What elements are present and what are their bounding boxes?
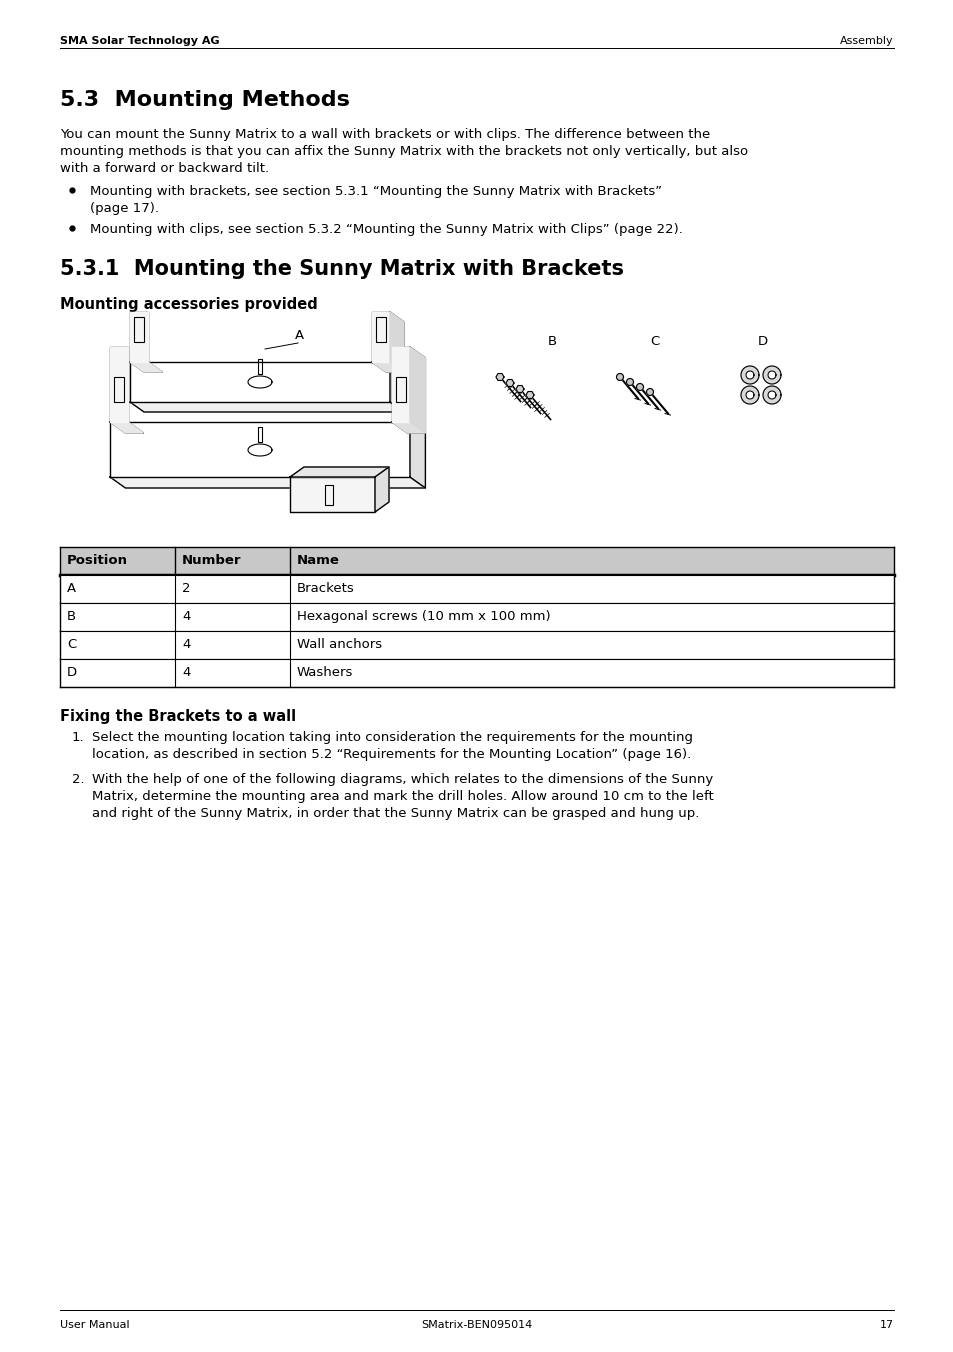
Text: 17: 17 xyxy=(879,1320,893,1330)
Polygon shape xyxy=(130,362,390,402)
Polygon shape xyxy=(110,422,410,477)
Text: B: B xyxy=(547,335,557,347)
Bar xyxy=(60,658,893,687)
Polygon shape xyxy=(110,422,143,433)
Text: Wall anchors: Wall anchors xyxy=(296,638,382,652)
Polygon shape xyxy=(110,347,128,422)
Text: 4: 4 xyxy=(182,638,191,652)
Polygon shape xyxy=(745,391,753,399)
Text: B: B xyxy=(67,610,76,623)
Polygon shape xyxy=(390,312,403,372)
Text: Fixing the Brackets to a wall: Fixing the Brackets to a wall xyxy=(60,708,295,725)
Bar xyxy=(60,575,893,603)
Text: with a forward or backward tilt.: with a forward or backward tilt. xyxy=(60,162,269,174)
Polygon shape xyxy=(390,362,403,412)
Polygon shape xyxy=(740,387,759,404)
Polygon shape xyxy=(616,373,623,380)
Polygon shape xyxy=(130,402,403,412)
Polygon shape xyxy=(110,477,425,488)
Text: location, as described in section 5.2 “Requirements for the Mounting Location” (: location, as described in section 5.2 “R… xyxy=(91,748,691,761)
Bar xyxy=(257,427,262,442)
Polygon shape xyxy=(646,388,653,396)
Text: Washers: Washers xyxy=(296,667,353,679)
Polygon shape xyxy=(626,379,633,385)
Bar xyxy=(60,631,893,658)
Text: SMA Solar Technology AG: SMA Solar Technology AG xyxy=(60,37,219,46)
Polygon shape xyxy=(762,366,781,384)
Text: 4: 4 xyxy=(182,610,191,623)
Text: Select the mounting location taking into consideration the requirements for the : Select the mounting location taking into… xyxy=(91,731,692,744)
Text: 2: 2 xyxy=(182,581,191,595)
Text: Position: Position xyxy=(67,554,128,566)
Text: With the help of one of the following diagrams, which relates to the dimensions : With the help of one of the following di… xyxy=(91,773,713,786)
Text: D: D xyxy=(67,667,77,679)
Polygon shape xyxy=(130,362,162,372)
Polygon shape xyxy=(410,422,425,488)
Text: You can mount the Sunny Matrix to a wall with brackets or with clips. The differ: You can mount the Sunny Matrix to a wall… xyxy=(60,128,709,141)
Polygon shape xyxy=(290,466,389,477)
Text: Mounting with brackets, see section 5.3.1 “Mounting the Sunny Matrix with Bracke: Mounting with brackets, see section 5.3.… xyxy=(90,185,661,197)
Text: 5.3  Mounting Methods: 5.3 Mounting Methods xyxy=(60,91,350,110)
Text: D: D xyxy=(758,335,767,347)
Bar xyxy=(60,548,893,575)
Bar xyxy=(325,485,333,506)
Polygon shape xyxy=(636,384,643,391)
Text: Brackets: Brackets xyxy=(296,581,355,595)
Text: Hexagonal screws (10 mm x 100 mm): Hexagonal screws (10 mm x 100 mm) xyxy=(296,610,550,623)
Polygon shape xyxy=(745,370,753,379)
Polygon shape xyxy=(392,422,425,433)
Text: 2.: 2. xyxy=(71,773,85,786)
Polygon shape xyxy=(290,477,375,512)
Text: A: A xyxy=(294,329,304,342)
Polygon shape xyxy=(767,370,775,379)
Bar xyxy=(60,603,893,631)
Polygon shape xyxy=(525,392,534,399)
Text: mounting methods is that you can affix the Sunny Matrix with the brackets not on: mounting methods is that you can affix t… xyxy=(60,145,747,158)
Text: 1.: 1. xyxy=(71,731,85,744)
Polygon shape xyxy=(372,312,390,362)
Text: Matrix, determine the mounting area and mark the drill holes. Allow around 10 cm: Matrix, determine the mounting area and … xyxy=(91,790,713,803)
Text: 4: 4 xyxy=(182,667,191,679)
Text: Mounting with clips, see section 5.3.2 “Mounting the Sunny Matrix with Clips” (p: Mounting with clips, see section 5.3.2 “… xyxy=(90,223,682,237)
Bar xyxy=(375,316,386,342)
Text: 5.3.1  Mounting the Sunny Matrix with Brackets: 5.3.1 Mounting the Sunny Matrix with Bra… xyxy=(60,260,623,279)
Polygon shape xyxy=(740,366,759,384)
Text: and right of the Sunny Matrix, in order that the Sunny Matrix can be grasped and: and right of the Sunny Matrix, in order … xyxy=(91,807,699,821)
Text: C: C xyxy=(649,335,659,347)
Polygon shape xyxy=(392,347,410,422)
Polygon shape xyxy=(516,385,523,392)
Text: C: C xyxy=(67,638,76,652)
Text: Number: Number xyxy=(182,554,241,566)
Text: (page 17).: (page 17). xyxy=(90,201,159,215)
Text: Mounting accessories provided: Mounting accessories provided xyxy=(60,297,317,312)
Text: A: A xyxy=(67,581,76,595)
Polygon shape xyxy=(496,373,503,380)
Text: SMatrix-BEN095014: SMatrix-BEN095014 xyxy=(421,1320,532,1330)
Bar xyxy=(113,377,124,402)
Polygon shape xyxy=(762,387,781,404)
Bar xyxy=(257,360,262,375)
Polygon shape xyxy=(767,391,775,399)
Polygon shape xyxy=(505,380,514,387)
Text: Assembly: Assembly xyxy=(840,37,893,46)
Text: User Manual: User Manual xyxy=(60,1320,130,1330)
Text: Name: Name xyxy=(296,554,339,566)
Bar xyxy=(133,316,144,342)
Bar xyxy=(395,377,406,402)
Polygon shape xyxy=(375,466,389,512)
Polygon shape xyxy=(372,362,403,372)
Polygon shape xyxy=(130,312,148,362)
Polygon shape xyxy=(410,347,425,433)
